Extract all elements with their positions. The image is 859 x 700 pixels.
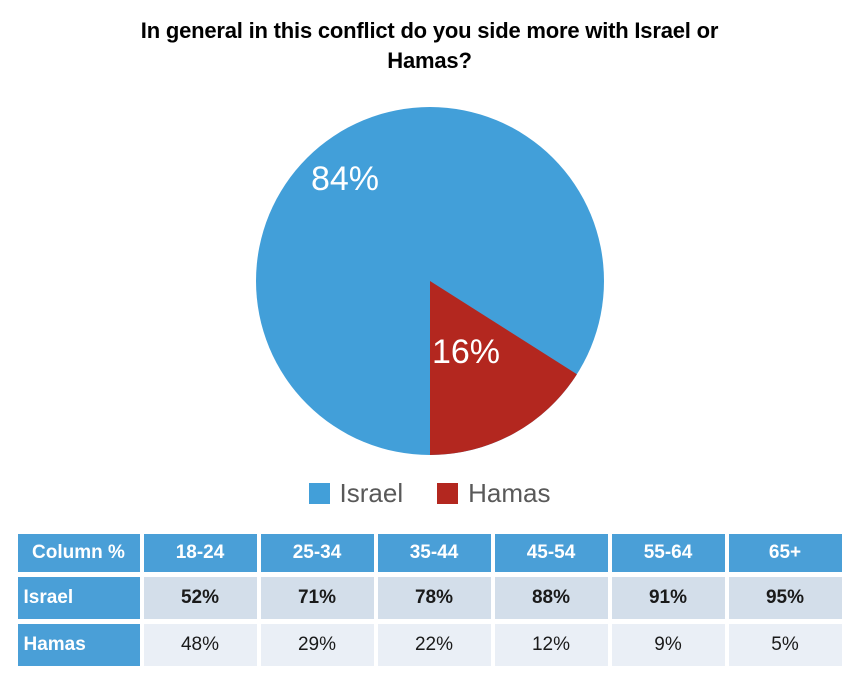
header-cell-18-24: 18-24	[143, 534, 257, 573]
header-cell-55-64: 55-64	[611, 534, 725, 573]
header-cell-25-34: 25-34	[260, 534, 374, 573]
legend-item-hamas: Hamas	[437, 478, 550, 509]
hamas-65-plus-value: 5%	[728, 624, 842, 667]
chart-title: In general in this conflict do you side …	[140, 18, 719, 73]
hamas-25-34-value: 29%	[260, 624, 374, 667]
pie-label-hamas: 16%	[431, 333, 499, 371]
header-cell-column-pct: Column %	[17, 534, 140, 573]
legend-label-israel: Israel	[339, 477, 404, 508]
legend-label-hamas: Hamas	[468, 477, 551, 508]
row-label-hamas: Hamas	[17, 624, 140, 667]
row-label-israel: Israel	[17, 577, 140, 620]
hamas-45-54-value: 12%	[494, 624, 608, 667]
israel-55-64-value: 91%	[611, 577, 725, 620]
header-cell-35-44: 35-44	[377, 534, 491, 573]
pie-chart: 84% 16%	[255, 107, 604, 456]
header-cell-45-54: 45-54	[494, 534, 608, 573]
israel-45-54-value: 88%	[494, 577, 608, 620]
table-header-row: Column % 18-24 25-34 35-44 45-54 55-64 6…	[17, 534, 842, 573]
header-cell-65-plus: 65+	[728, 534, 842, 573]
hamas-18-24-value: 48%	[143, 624, 257, 667]
israel-25-34-value: 71%	[260, 577, 374, 620]
israel-18-24-value: 52%	[143, 577, 257, 620]
israel-swatch-icon	[308, 482, 330, 504]
pie-slice-hamas	[429, 281, 577, 456]
hamas-swatch-icon	[437, 482, 459, 504]
table-row-hamas: Hamas 48% 29% 22% 12% 9% 5%	[17, 624, 842, 667]
table-row-israel: Israel 52% 71% 78% 88% 91% 95%	[17, 577, 842, 620]
israel-65-plus-value: 95%	[728, 577, 842, 620]
israel-35-44-value: 78%	[377, 577, 491, 620]
hamas-55-64-value: 9%	[611, 624, 725, 667]
hamas-35-44-value: 22%	[377, 624, 491, 667]
legend: Israel Hamas	[0, 477, 859, 509]
pie-label-israel: 84%	[310, 160, 378, 198]
legend-item-israel: Israel	[308, 477, 404, 509]
age-breakdown-table: Column % 18-24 25-34 35-44 45-54 55-64 6…	[14, 529, 846, 671]
